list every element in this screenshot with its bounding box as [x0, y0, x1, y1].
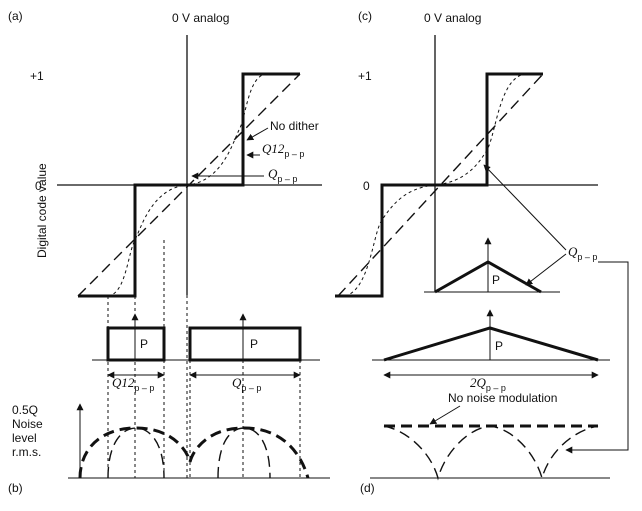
panel-b-q12-label: Q12p – p [112, 375, 154, 393]
panel-c-axis-title: 0 V analog [424, 11, 481, 25]
panel-a-axis-title: 0 V analog [172, 11, 229, 25]
panel-a-no-dither: No dither [270, 119, 319, 133]
panel-a-no-dither-arrow [246, 127, 269, 141]
panel-b-qpp-label: Qp – p [232, 375, 261, 393]
panel-b-arch-left [107, 427, 165, 479]
panel-a-letter: (a) [8, 9, 23, 23]
panel-a-plus-one: +1 [30, 69, 44, 83]
panel-c-qpp-leader-1 [483, 164, 567, 251]
panel-c-p1: P [492, 273, 500, 287]
panel-a-q12-label: Q12p – p [262, 141, 304, 159]
panel-c-qpp-leader-2 [525, 253, 567, 286]
panel-c-letter: (c) [358, 9, 372, 23]
panel-b-noise-curve [78, 426, 310, 479]
panel-b-wide-pdf [188, 326, 302, 362]
panel-c-plus-one: +1 [358, 69, 372, 83]
panel-b-narrow-pdf [106, 326, 166, 362]
panel-c-qpp-leader-3 [565, 261, 629, 454]
panel-a-qpp-label: Qp – p [268, 166, 297, 184]
panel-c-qpp-label: Qp – p [568, 244, 597, 262]
panel-b-letter: (b) [8, 481, 23, 495]
panel-b: P P Q12p – p Qp – p 0.5Q Noise level r.m… [8, 240, 330, 495]
panel-d-no-noise-label: No noise modulation [448, 391, 557, 405]
panel-d-two-q-label: 2Qp – p [470, 375, 506, 393]
panel-b-level-level: level [12, 431, 37, 445]
panel-a-dithered-curve [107, 73, 267, 297]
panel-c-dithered-curve [344, 73, 525, 297]
panel-a: (a) 0 V analog +1 0 Digital code value N… [8, 9, 322, 298]
panel-d-no-noise-arrow [429, 405, 461, 425]
panel-b-arch-right [217, 427, 271, 479]
panel-a-zero: 0 [35, 179, 42, 193]
panel-d-noise-components [383, 425, 599, 481]
panel-b-level-rms: r.m.s. [12, 445, 41, 459]
panel-b-p1: P [140, 337, 148, 351]
panel-b-level-value: 0.5Q [12, 403, 38, 417]
panel-c: (c) 0 V analog +1 0 P Qp – p P [335, 9, 629, 454]
panel-a-y-axis-label: Digital code value [35, 163, 49, 258]
panel-c-p2: P [495, 339, 503, 353]
panel-c-wide-triangle-pdf [383, 326, 599, 362]
panel-b-level-noise: Noise [12, 417, 43, 431]
panel-c-zero: 0 [363, 179, 370, 193]
panel-d: 2Qp – p No noise modulation (d) [360, 371, 610, 495]
panel-c-staircase [335, 72, 543, 298]
panel-d-letter: (d) [360, 481, 375, 495]
panel-b-p2: P [250, 337, 258, 351]
